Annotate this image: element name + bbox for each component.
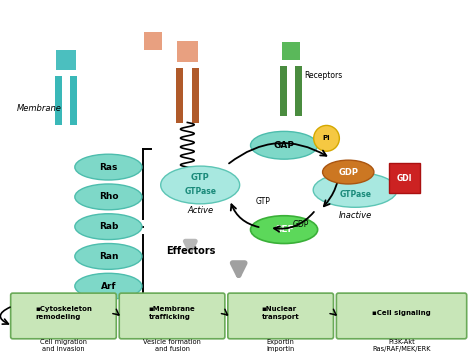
- FancyBboxPatch shape: [295, 66, 302, 115]
- FancyBboxPatch shape: [176, 68, 183, 123]
- Text: GTP: GTP: [256, 197, 271, 206]
- Text: Ras: Ras: [99, 163, 118, 172]
- Circle shape: [314, 125, 339, 151]
- Text: GDI: GDI: [397, 173, 412, 182]
- Ellipse shape: [75, 244, 142, 269]
- Text: Rho: Rho: [99, 192, 118, 201]
- Text: ▪Cytoskeleton
remodeling: ▪Cytoskeleton remodeling: [35, 306, 92, 320]
- Text: Rab: Rab: [99, 222, 118, 231]
- Text: Membrane: Membrane: [17, 104, 62, 113]
- FancyBboxPatch shape: [119, 293, 225, 339]
- Text: Cell migration
and invasion: Cell migration and invasion: [40, 339, 87, 353]
- FancyBboxPatch shape: [280, 66, 287, 115]
- Ellipse shape: [251, 216, 318, 244]
- Ellipse shape: [251, 131, 318, 159]
- FancyBboxPatch shape: [337, 293, 467, 339]
- Text: Inactive: Inactive: [338, 211, 372, 220]
- FancyBboxPatch shape: [11, 293, 116, 339]
- Text: Receptors: Receptors: [304, 71, 342, 80]
- Text: GTPase: GTPase: [339, 190, 371, 199]
- Text: GTP: GTP: [191, 173, 210, 181]
- FancyBboxPatch shape: [192, 68, 199, 123]
- Text: ▪Cell signaling: ▪Cell signaling: [372, 310, 431, 316]
- Text: Vesicle formation
and fusion: Vesicle formation and fusion: [143, 339, 201, 353]
- Text: GTPase: GTPase: [184, 188, 216, 197]
- Text: Exportin
Importin: Exportin Importin: [266, 339, 295, 353]
- Text: PI3K-Akt
Ras/RAF/MEK/ERK: PI3K-Akt Ras/RAF/MEK/ERK: [372, 339, 431, 353]
- Text: Active: Active: [187, 206, 213, 215]
- Text: Pi: Pi: [323, 135, 330, 141]
- Text: GAP: GAP: [273, 141, 294, 150]
- FancyBboxPatch shape: [228, 293, 333, 339]
- Text: GEF: GEF: [274, 225, 294, 234]
- Ellipse shape: [323, 160, 374, 184]
- Ellipse shape: [75, 214, 142, 240]
- Text: Effectors: Effectors: [165, 247, 215, 256]
- Text: Ran: Ran: [99, 252, 118, 261]
- Ellipse shape: [161, 166, 240, 204]
- FancyBboxPatch shape: [70, 76, 77, 125]
- Text: ▪Membrane
trafficking: ▪Membrane trafficking: [149, 306, 195, 320]
- Text: GDP: GDP: [338, 168, 358, 177]
- Text: ▪Nuclear
transport: ▪Nuclear transport: [262, 306, 300, 320]
- Text: Arf: Arf: [100, 282, 116, 291]
- Ellipse shape: [75, 154, 142, 180]
- Text: GDP: GDP: [292, 220, 309, 229]
- Ellipse shape: [313, 173, 397, 207]
- Ellipse shape: [75, 184, 142, 210]
- FancyBboxPatch shape: [55, 76, 62, 125]
- Ellipse shape: [75, 273, 142, 299]
